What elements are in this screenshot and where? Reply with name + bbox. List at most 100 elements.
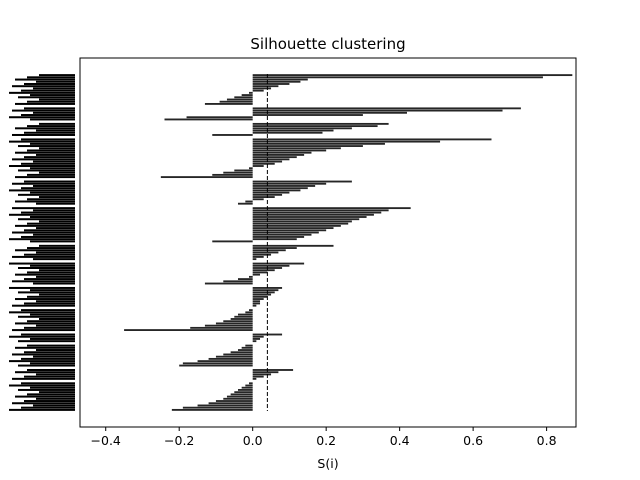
silhouette-bar (234, 315, 253, 318)
silhouette-bar (252, 196, 275, 198)
silhouette-bar (252, 149, 327, 152)
silhouette-bar (252, 289, 279, 292)
y-tick-label-mark (15, 249, 75, 252)
y-tick-label-mark (21, 382, 75, 385)
silhouette-bar (245, 200, 253, 203)
y-tick-label-mark (21, 138, 75, 141)
silhouette-bar (197, 404, 253, 407)
y-tick-label-mark (12, 329, 75, 332)
y-tick-label-mark (36, 324, 75, 327)
y-tick-label-mark (15, 322, 75, 325)
silhouette-bar (252, 109, 503, 112)
y-tick-label-mark (15, 346, 75, 349)
silhouette-bar (252, 338, 261, 340)
y-tick-label-mark (9, 360, 75, 363)
y-tick-label-mark (30, 191, 75, 194)
silhouette-bar (252, 295, 268, 298)
y-tick-label-mark (39, 269, 75, 272)
silhouette-bar (252, 211, 382, 214)
y-tick-label-mark (27, 271, 75, 274)
silhouette-bar (252, 89, 264, 92)
y-tick-label-mark (33, 404, 75, 407)
x-tick-label: 0.2 (316, 433, 336, 448)
y-tick-label-mark (39, 122, 75, 125)
silhouette-bar (252, 189, 301, 192)
y-tick-label-mark (21, 333, 75, 336)
silhouette-bar (252, 153, 305, 156)
y-tick-label-mark (18, 169, 75, 172)
silhouette-bar (204, 282, 253, 285)
y-tick-label-mark (12, 353, 75, 356)
silhouette-bar (252, 269, 275, 272)
y-tick-label-mark (36, 275, 75, 278)
silhouette-bar (212, 173, 253, 176)
y-tick-label-mark (27, 125, 75, 128)
y-tick-label-mark (30, 118, 75, 121)
silhouette-bar (252, 185, 316, 187)
silhouette-bar (252, 87, 272, 90)
y-tick-label-mark (15, 127, 75, 130)
y-tick-label-mark (27, 173, 75, 176)
silhouette-bar (226, 98, 253, 101)
y-tick-label-mark (30, 313, 75, 316)
silhouette-bar (237, 313, 253, 316)
y-tick-label-mark (9, 91, 75, 94)
silhouette-bar (252, 182, 327, 185)
silhouette-bar (252, 375, 264, 378)
silhouette-bar (252, 145, 363, 147)
silhouette-bar (252, 264, 290, 267)
y-tick-label-mark (33, 87, 75, 90)
y-tick-label-mark (24, 400, 75, 403)
y-tick-label-mark (39, 196, 75, 199)
y-tick-label-mark (18, 315, 75, 318)
silhouette-bar (252, 335, 264, 338)
silhouette-bar (252, 165, 264, 167)
silhouette-bar (252, 151, 312, 154)
y-tick-label-mark (21, 309, 75, 312)
x-axis-label: S(i) (317, 456, 338, 471)
silhouette-bar (252, 207, 411, 210)
y-tick-label-mark (15, 78, 75, 81)
silhouette-bar (230, 318, 253, 320)
silhouette-bar (234, 169, 253, 172)
silhouette-bar (230, 351, 253, 354)
y-tick-label-mark (12, 85, 75, 88)
silhouette-bar (252, 162, 275, 165)
silhouette-bar (252, 251, 279, 254)
silhouette-bar (212, 240, 253, 243)
silhouette-bar (252, 293, 272, 296)
y-tick-label-mark (24, 180, 75, 183)
silhouette-bar (252, 74, 573, 77)
silhouette-bar (208, 402, 253, 405)
silhouette-bar (245, 384, 253, 387)
silhouette-bar (252, 85, 279, 88)
y-tick-labels (9, 74, 75, 411)
y-tick-label-mark (30, 216, 75, 219)
x-tick-label: 0.8 (537, 433, 557, 448)
y-tick-label-mark (36, 202, 75, 205)
y-tick-label-mark (27, 149, 75, 152)
silhouette-bar (252, 187, 308, 190)
y-tick-label-mark (33, 355, 75, 358)
y-tick-label-mark (39, 98, 75, 101)
y-tick-label-mark (18, 364, 75, 367)
silhouette-bar (252, 298, 264, 300)
y-tick-label-mark (12, 255, 75, 258)
y-tick-label-mark (15, 298, 75, 301)
silhouette-bar (223, 171, 253, 174)
y-tick-label-mark (9, 384, 75, 387)
silhouette-bar (226, 395, 253, 398)
y-tick-label-mark (18, 267, 75, 269)
y-tick-label-mark (39, 171, 75, 174)
y-tick-label-mark (24, 326, 75, 329)
silhouette-bar (249, 309, 253, 312)
y-tick-label-mark (12, 304, 75, 307)
silhouette-bar (249, 382, 253, 385)
y-tick-label-mark (27, 198, 75, 201)
silhouette-bar (249, 167, 253, 170)
y-tick-label-mark (21, 235, 75, 238)
silhouette-bar (252, 198, 264, 201)
silhouette-bar (252, 111, 407, 114)
y-tick-label-mark (15, 395, 75, 398)
